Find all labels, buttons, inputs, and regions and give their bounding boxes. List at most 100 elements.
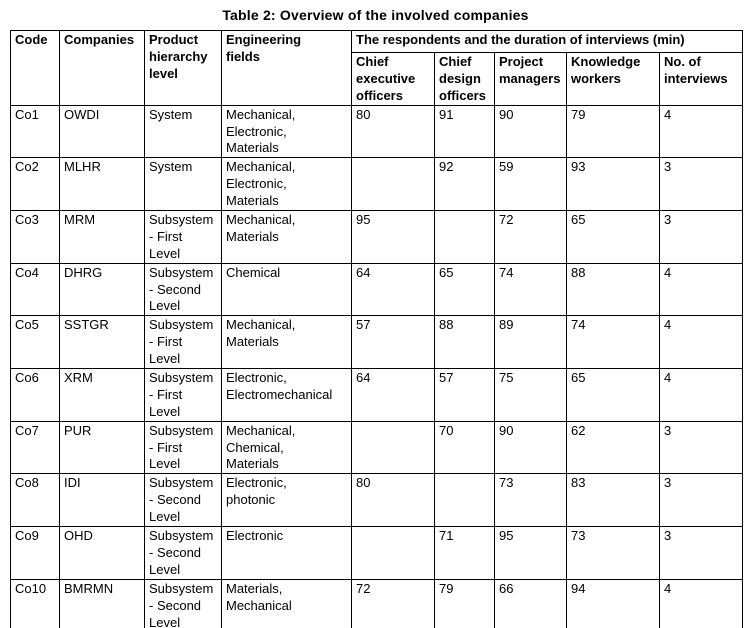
col-header-knowledge-workers: Knowledge workers <box>566 52 660 106</box>
cell-pm-duration: 66 <box>494 578 567 628</box>
cell-cdo-duration: 70 <box>434 420 495 475</box>
cell-hierarchy: Subsystem - First Level <box>144 210 222 264</box>
cell-fields: Chemical <box>221 262 352 317</box>
cell-interview-count: 3 <box>659 157 743 212</box>
cell-hierarchy: System <box>144 104 222 159</box>
cell-company: MRM <box>59 210 145 264</box>
cell-hierarchy: Subsystem - Second Level <box>144 262 222 317</box>
cell-ceo-duration <box>351 526 435 580</box>
cell-fields: Materials, Mechanical <box>221 578 352 628</box>
cell-ceo-duration: 64 <box>351 262 435 317</box>
cell-ceo-duration: 57 <box>351 315 435 370</box>
cell-company: IDI <box>59 473 145 528</box>
cell-interview-count: 3 <box>659 473 743 528</box>
col-header-chief-design-officers: Chief design officers <box>434 52 495 106</box>
cell-cdo-duration: 91 <box>434 104 495 159</box>
respondents-span-header: The respondents and the duration of inte… <box>351 30 743 53</box>
cell-kw-duration: 65 <box>566 368 660 422</box>
cell-hierarchy: System <box>144 157 222 212</box>
cell-code: Co2 <box>10 157 60 212</box>
cell-cdo-duration: 79 <box>434 578 495 628</box>
cell-cdo-duration: 57 <box>434 368 495 422</box>
cell-interview-count: 3 <box>659 526 743 580</box>
cell-company: OHD <box>59 526 145 580</box>
cell-fields: Electronic <box>221 526 352 580</box>
cell-code: Co8 <box>10 473 60 528</box>
table-row: Co2 MLHR System Mechanical, Electronic, … <box>10 157 743 212</box>
col-header-engineering-fields: Engineering fields <box>221 30 352 106</box>
cell-company: PUR <box>59 420 145 475</box>
cell-interview-count: 3 <box>659 210 743 264</box>
cell-hierarchy: Subsystem - First Level <box>144 420 222 475</box>
cell-kw-duration: 88 <box>566 262 660 317</box>
cell-company: XRM <box>59 368 145 422</box>
cell-kw-duration: 94 <box>566 578 660 628</box>
cell-interview-count: 4 <box>659 262 743 317</box>
cell-kw-duration: 93 <box>566 157 660 212</box>
cell-ceo-duration: 80 <box>351 473 435 528</box>
cell-fields: Mechanical, Materials <box>221 210 352 264</box>
col-header-code: Code <box>10 30 60 106</box>
cell-pm-duration: 90 <box>494 420 567 475</box>
cell-cdo-duration: 92 <box>434 157 495 212</box>
table-row: Co5 SSTGR Subsystem - First Level Mechan… <box>10 315 743 370</box>
cell-code: Co4 <box>10 262 60 317</box>
cell-company: MLHR <box>59 157 145 212</box>
companies-table: Code Companies Product hierarchy level E… <box>10 30 743 628</box>
cell-code: Co1 <box>10 104 60 159</box>
col-header-project-managers: Project managers <box>494 52 567 106</box>
table-body: Co1 OWDI System Mechanical, Electronic, … <box>10 104 743 628</box>
cell-company: OWDI <box>59 104 145 159</box>
cell-cdo-duration: 71 <box>434 526 495 580</box>
cell-pm-duration: 59 <box>494 157 567 212</box>
cell-kw-duration: 79 <box>566 104 660 159</box>
table-row: Co6 XRM Subsystem - First Level Electron… <box>10 368 743 422</box>
cell-pm-duration: 89 <box>494 315 567 370</box>
cell-company: SSTGR <box>59 315 145 370</box>
cell-hierarchy: Subsystem - First Level <box>144 315 222 370</box>
cell-fields: Mechanical, Chemical, Materials <box>221 420 352 475</box>
cell-cdo-duration <box>434 473 495 528</box>
cell-fields: Electronic, photonic <box>221 473 352 528</box>
cell-code: Co5 <box>10 315 60 370</box>
col-header-no-of-interviews: No. of interviews <box>659 52 743 106</box>
cell-ceo-duration: 72 <box>351 578 435 628</box>
table-title: Table 2: Overview of the involved compan… <box>222 7 529 23</box>
cell-interview-count: 3 <box>659 420 743 475</box>
cell-code: Co10 <box>10 578 60 628</box>
cell-ceo-duration: 64 <box>351 368 435 422</box>
cell-hierarchy: Subsystem - Second Level <box>144 473 222 528</box>
cell-kw-duration: 73 <box>566 526 660 580</box>
cell-hierarchy: Subsystem - Second Level <box>144 578 222 628</box>
table-row: Co7 PUR Subsystem - First Level Mechanic… <box>10 420 743 475</box>
col-header-product-hierarchy: Product hierarchy level <box>144 30 222 106</box>
cell-ceo-duration <box>351 420 435 475</box>
cell-kw-duration: 62 <box>566 420 660 475</box>
cell-kw-duration: 74 <box>566 315 660 370</box>
table-row: Co1 OWDI System Mechanical, Electronic, … <box>10 104 743 159</box>
cell-code: Co7 <box>10 420 60 475</box>
cell-pm-duration: 74 <box>494 262 567 317</box>
cell-interview-count: 4 <box>659 368 743 422</box>
header-row-sub: Chief executive officers Chief design of… <box>11 52 743 106</box>
cell-ceo-duration: 80 <box>351 104 435 159</box>
cell-interview-count: 4 <box>659 315 743 370</box>
cell-pm-duration: 73 <box>494 473 567 528</box>
cell-interview-count: 4 <box>659 104 743 159</box>
col-header-companies: Companies <box>59 30 145 106</box>
cell-kw-duration: 83 <box>566 473 660 528</box>
cell-fields: Mechanical, Materials <box>221 315 352 370</box>
cell-company: BMRMN <box>59 578 145 628</box>
cell-cdo-duration: 88 <box>434 315 495 370</box>
cell-interview-count: 4 <box>659 578 743 628</box>
cell-code: Co3 <box>10 210 60 264</box>
cell-pm-duration: 72 <box>494 210 567 264</box>
table-header: Code Companies Product hierarchy level E… <box>10 30 743 106</box>
cell-kw-duration: 65 <box>566 210 660 264</box>
cell-ceo-duration <box>351 157 435 212</box>
table-row: Co10 BMRMN Subsystem - Second Level Mate… <box>10 578 743 628</box>
cell-hierarchy: Subsystem - Second Level <box>144 526 222 580</box>
cell-fields: Mechanical, Electronic, Materials <box>221 104 352 159</box>
table-row: Co9 OHD Subsystem - Second Level Electro… <box>10 526 743 580</box>
table-row: Co8 IDI Subsystem - Second Level Electro… <box>10 473 743 528</box>
